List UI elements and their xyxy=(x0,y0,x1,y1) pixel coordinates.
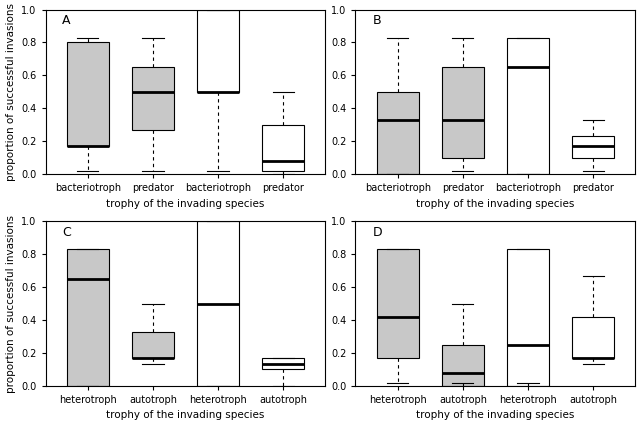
PathPatch shape xyxy=(132,331,174,358)
PathPatch shape xyxy=(262,358,304,369)
PathPatch shape xyxy=(67,249,109,386)
PathPatch shape xyxy=(197,221,239,386)
Y-axis label: proportion of successful invasions: proportion of successful invasions xyxy=(6,3,15,181)
X-axis label: trophy of the invading species: trophy of the invading species xyxy=(416,199,574,209)
PathPatch shape xyxy=(442,345,484,386)
PathPatch shape xyxy=(377,249,419,358)
X-axis label: trophy of the invading species: trophy of the invading species xyxy=(106,410,265,420)
Text: A: A xyxy=(62,14,71,28)
PathPatch shape xyxy=(132,67,174,130)
Text: C: C xyxy=(62,226,71,239)
PathPatch shape xyxy=(507,37,549,174)
PathPatch shape xyxy=(67,43,109,146)
Y-axis label: proportion of successful invasions: proportion of successful invasions xyxy=(6,215,15,392)
PathPatch shape xyxy=(572,136,614,158)
X-axis label: trophy of the invading species: trophy of the invading species xyxy=(106,199,265,209)
PathPatch shape xyxy=(262,125,304,171)
PathPatch shape xyxy=(442,67,484,158)
PathPatch shape xyxy=(377,92,419,174)
PathPatch shape xyxy=(197,9,239,92)
PathPatch shape xyxy=(507,249,549,386)
Text: B: B xyxy=(372,14,381,28)
PathPatch shape xyxy=(572,317,614,358)
X-axis label: trophy of the invading species: trophy of the invading species xyxy=(416,410,574,420)
Text: D: D xyxy=(372,226,382,239)
